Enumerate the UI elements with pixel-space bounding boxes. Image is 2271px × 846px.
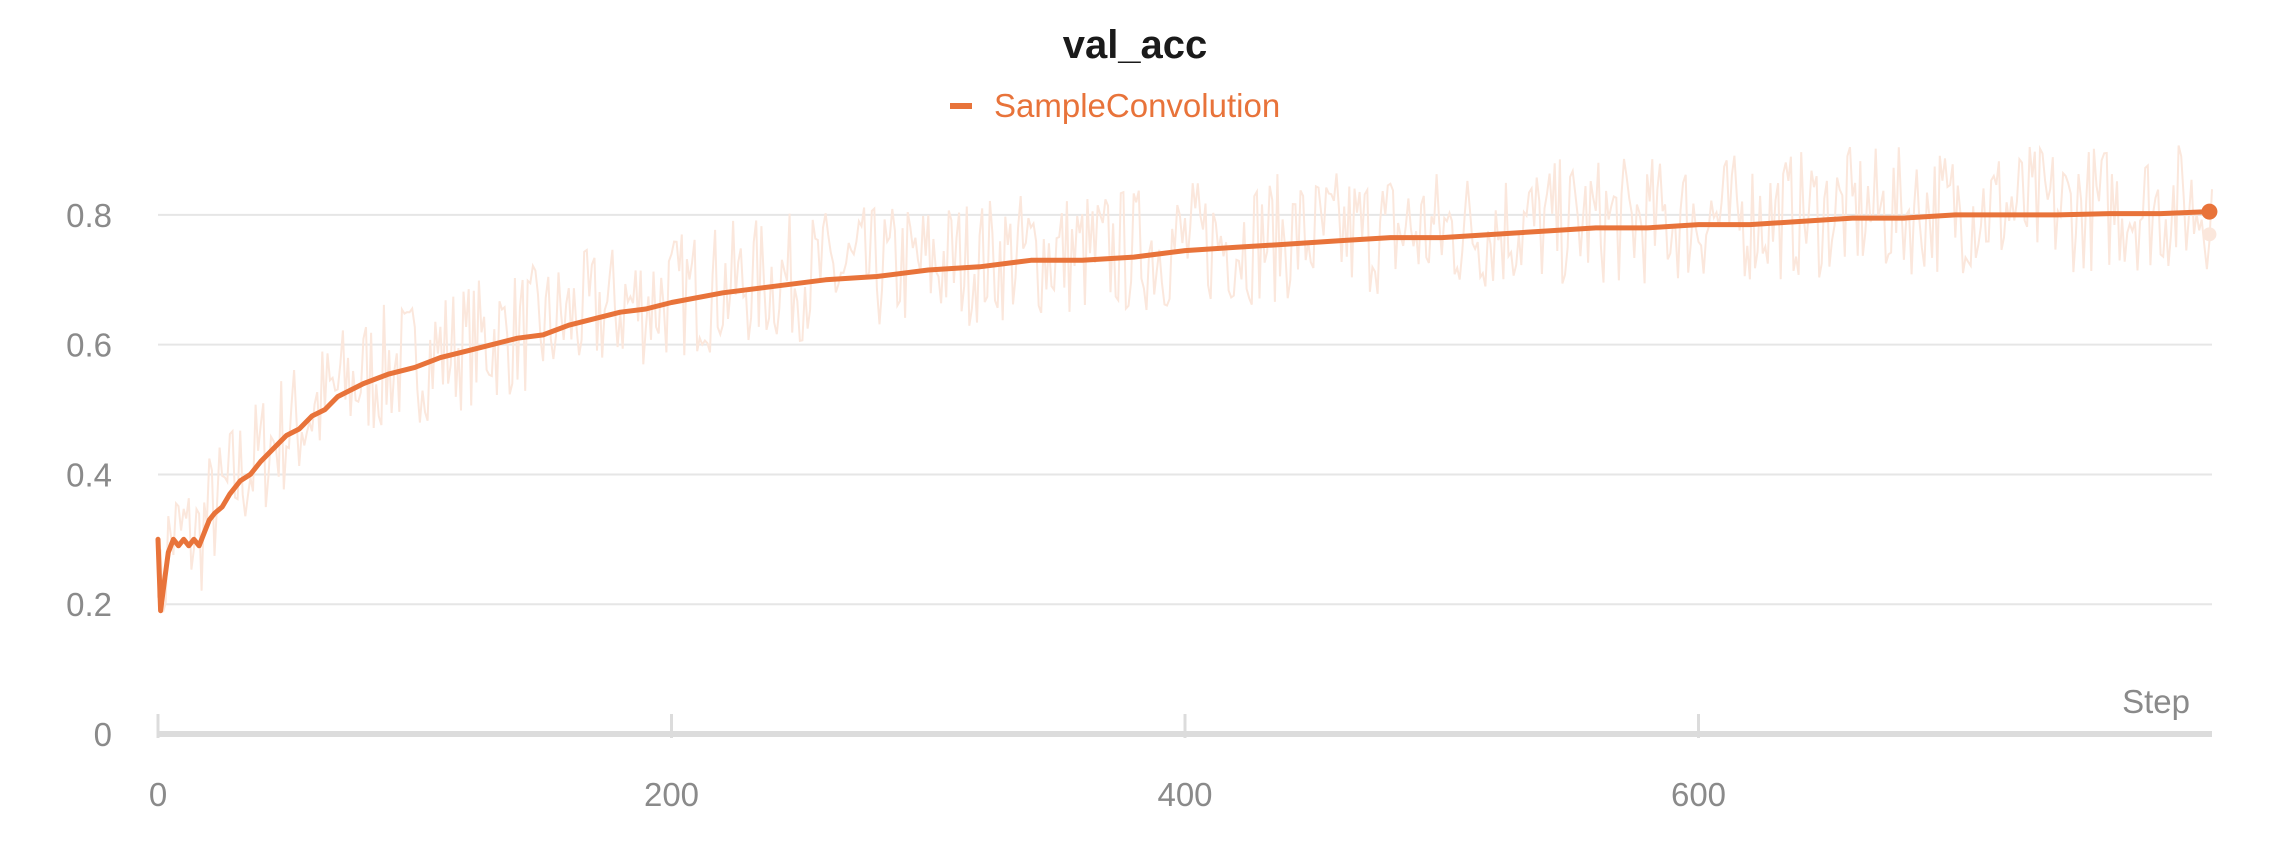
legend[interactable]: SampleConvolution [950,87,1280,124]
grid [158,213,2212,737]
last-raw-point [2202,227,2217,242]
raw-series-line [157,144,2213,613]
chart-title: val_acc [1063,23,1208,67]
y-tick-label: 0.6 [66,327,112,364]
x-tick-label: 400 [1157,776,1212,813]
y-tick-label: 0.4 [66,456,112,493]
x-tick-label: 600 [1671,776,1726,813]
series-line-sampleconvolution [155,209,2212,614]
x-axis-label: Step [2122,683,2190,720]
legend-label: SampleConvolution [994,87,1280,124]
raw-series-layer [157,144,2213,613]
x-axis: 0 200 400 600 [149,714,1726,813]
legend-swatch [950,103,972,109]
y-tick-label: 0 [94,716,112,753]
y-tick-label: 0.2 [66,586,112,623]
x-tick-label: 0 [149,776,167,813]
y-tick-label: 0.8 [66,197,112,234]
series-layer [155,203,2218,614]
y-axis: 0 0.2 0.4 0.6 0.8 [66,197,112,753]
last-point [2201,203,2218,220]
x-tick-label: 200 [644,776,699,813]
